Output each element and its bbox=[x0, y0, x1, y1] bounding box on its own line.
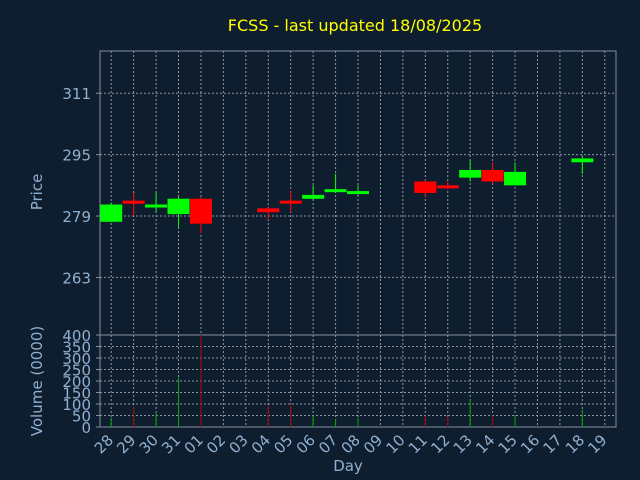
price-tick-label: 311 bbox=[62, 85, 91, 103]
price-panel: 263 279 295 311 bbox=[62, 50, 617, 336]
volume-axis-label: Volume (0000) bbox=[28, 326, 46, 436]
candle-body bbox=[302, 194, 325, 199]
volume-tick-label: 0 bbox=[81, 419, 91, 437]
volume-tick-label: 50 bbox=[72, 408, 91, 426]
candle-body bbox=[459, 169, 482, 178]
candle-body bbox=[122, 200, 145, 204]
chart-title: FCSS - last updated 18/08/2025 bbox=[228, 16, 482, 35]
price-tick-label: 263 bbox=[62, 269, 91, 287]
candle-body bbox=[100, 204, 123, 222]
volume-panel: 0501001502002503003504002829303101020304… bbox=[62, 327, 617, 457]
volume-tick-label: 400 bbox=[62, 327, 91, 345]
price-axis-label: Price bbox=[28, 174, 46, 211]
candle-body bbox=[257, 208, 280, 213]
candle-body bbox=[571, 158, 594, 163]
candle-body bbox=[324, 189, 347, 193]
volume-tick-label: 100 bbox=[62, 396, 91, 414]
candle-body bbox=[436, 185, 459, 189]
volume-tick-label: 350 bbox=[62, 339, 91, 357]
candle-body bbox=[414, 181, 437, 193]
candle-body bbox=[481, 169, 504, 182]
candle-body bbox=[189, 198, 212, 224]
price-tick-label: 295 bbox=[62, 147, 91, 165]
x-tick-label: 19 bbox=[584, 431, 610, 457]
price-tick-label: 279 bbox=[62, 208, 91, 226]
candle-body bbox=[504, 171, 527, 186]
volume-tick-label: 300 bbox=[62, 350, 91, 368]
volume-tick-label: 250 bbox=[62, 362, 91, 380]
candle-body bbox=[347, 191, 369, 195]
candle-body bbox=[145, 204, 168, 208]
x-axis-label: Day bbox=[333, 457, 363, 475]
candle-body bbox=[167, 198, 190, 215]
volume-tick-label: 200 bbox=[62, 373, 91, 391]
candle-body bbox=[279, 200, 302, 204]
volume-tick-label: 150 bbox=[62, 385, 91, 403]
